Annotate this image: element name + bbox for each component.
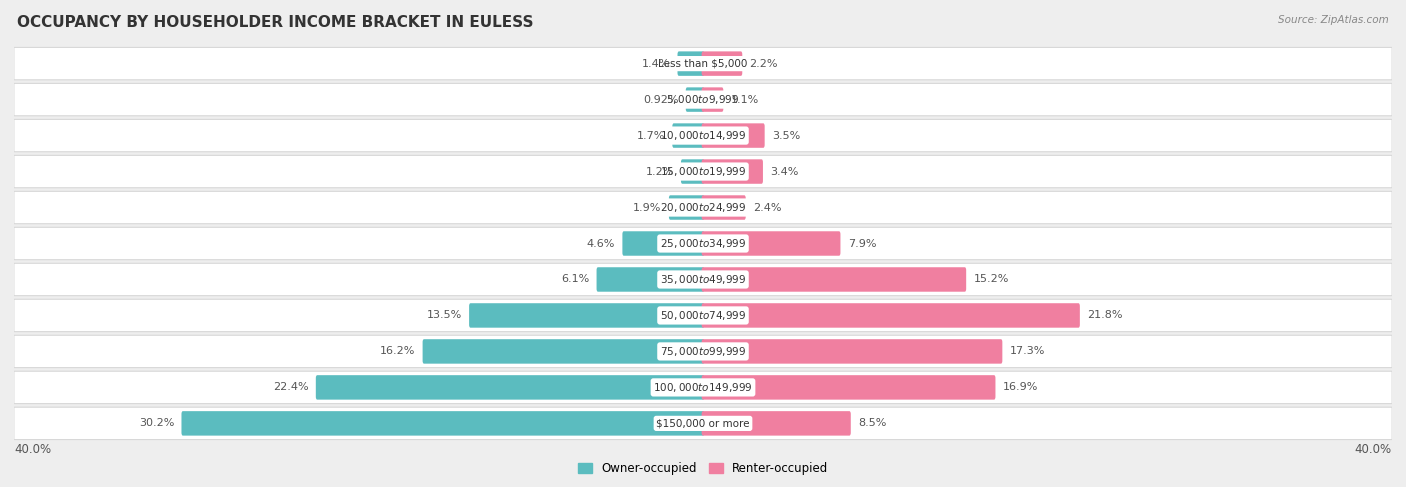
FancyBboxPatch shape <box>702 303 1080 328</box>
FancyBboxPatch shape <box>14 83 1392 116</box>
Text: 15.2%: 15.2% <box>973 275 1008 284</box>
FancyBboxPatch shape <box>702 267 966 292</box>
FancyBboxPatch shape <box>470 303 704 328</box>
Text: $75,000 to $99,999: $75,000 to $99,999 <box>659 345 747 358</box>
FancyBboxPatch shape <box>14 47 1392 80</box>
Text: 3.4%: 3.4% <box>770 167 799 177</box>
Text: 3.5%: 3.5% <box>772 131 800 141</box>
Text: $150,000 or more: $150,000 or more <box>657 418 749 429</box>
FancyBboxPatch shape <box>702 231 841 256</box>
Text: 16.2%: 16.2% <box>380 346 415 356</box>
FancyBboxPatch shape <box>14 155 1392 187</box>
Text: 13.5%: 13.5% <box>426 310 461 320</box>
FancyBboxPatch shape <box>702 375 995 400</box>
FancyBboxPatch shape <box>14 227 1392 260</box>
Text: 21.8%: 21.8% <box>1087 310 1122 320</box>
FancyBboxPatch shape <box>686 87 704 112</box>
FancyBboxPatch shape <box>678 52 704 76</box>
FancyBboxPatch shape <box>14 407 1392 440</box>
Text: $50,000 to $74,999: $50,000 to $74,999 <box>659 309 747 322</box>
Text: $25,000 to $34,999: $25,000 to $34,999 <box>659 237 747 250</box>
FancyBboxPatch shape <box>14 263 1392 296</box>
Text: 40.0%: 40.0% <box>1355 443 1392 456</box>
FancyBboxPatch shape <box>14 371 1392 404</box>
FancyBboxPatch shape <box>14 191 1392 224</box>
FancyBboxPatch shape <box>702 195 745 220</box>
FancyBboxPatch shape <box>14 300 1392 332</box>
Text: $10,000 to $14,999: $10,000 to $14,999 <box>659 129 747 142</box>
Text: 6.1%: 6.1% <box>561 275 589 284</box>
FancyBboxPatch shape <box>702 87 723 112</box>
Legend: Owner-occupied, Renter-occupied: Owner-occupied, Renter-occupied <box>578 462 828 475</box>
Text: 22.4%: 22.4% <box>273 382 308 393</box>
FancyBboxPatch shape <box>702 339 1002 364</box>
FancyBboxPatch shape <box>14 119 1392 152</box>
FancyBboxPatch shape <box>681 159 704 184</box>
Text: OCCUPANCY BY HOUSEHOLDER INCOME BRACKET IN EULESS: OCCUPANCY BY HOUSEHOLDER INCOME BRACKET … <box>17 15 533 30</box>
Text: $5,000 to $9,999: $5,000 to $9,999 <box>666 93 740 106</box>
FancyBboxPatch shape <box>181 411 704 435</box>
Text: Less than $5,000: Less than $5,000 <box>658 58 748 69</box>
Text: 1.7%: 1.7% <box>637 131 665 141</box>
Text: 2.4%: 2.4% <box>754 203 782 212</box>
Text: 17.3%: 17.3% <box>1010 346 1045 356</box>
Text: 30.2%: 30.2% <box>139 418 174 429</box>
Text: 4.6%: 4.6% <box>586 239 616 248</box>
FancyBboxPatch shape <box>672 123 704 148</box>
FancyBboxPatch shape <box>423 339 704 364</box>
Text: 1.4%: 1.4% <box>643 58 671 69</box>
FancyBboxPatch shape <box>14 335 1392 368</box>
Text: 8.5%: 8.5% <box>858 418 886 429</box>
Text: $100,000 to $149,999: $100,000 to $149,999 <box>654 381 752 394</box>
Text: 0.92%: 0.92% <box>643 94 679 105</box>
Text: 1.9%: 1.9% <box>633 203 662 212</box>
Text: 1.2%: 1.2% <box>645 167 673 177</box>
FancyBboxPatch shape <box>623 231 704 256</box>
Text: Source: ZipAtlas.com: Source: ZipAtlas.com <box>1278 15 1389 25</box>
FancyBboxPatch shape <box>596 267 704 292</box>
Text: $20,000 to $24,999: $20,000 to $24,999 <box>659 201 747 214</box>
Text: 1.1%: 1.1% <box>731 94 759 105</box>
FancyBboxPatch shape <box>702 159 763 184</box>
FancyBboxPatch shape <box>316 375 704 400</box>
Text: 7.9%: 7.9% <box>848 239 876 248</box>
Text: 16.9%: 16.9% <box>1002 382 1038 393</box>
Text: $35,000 to $49,999: $35,000 to $49,999 <box>659 273 747 286</box>
FancyBboxPatch shape <box>702 52 742 76</box>
Text: $15,000 to $19,999: $15,000 to $19,999 <box>659 165 747 178</box>
Text: 2.2%: 2.2% <box>749 58 778 69</box>
Text: 40.0%: 40.0% <box>14 443 51 456</box>
FancyBboxPatch shape <box>669 195 704 220</box>
FancyBboxPatch shape <box>702 123 765 148</box>
FancyBboxPatch shape <box>702 411 851 435</box>
